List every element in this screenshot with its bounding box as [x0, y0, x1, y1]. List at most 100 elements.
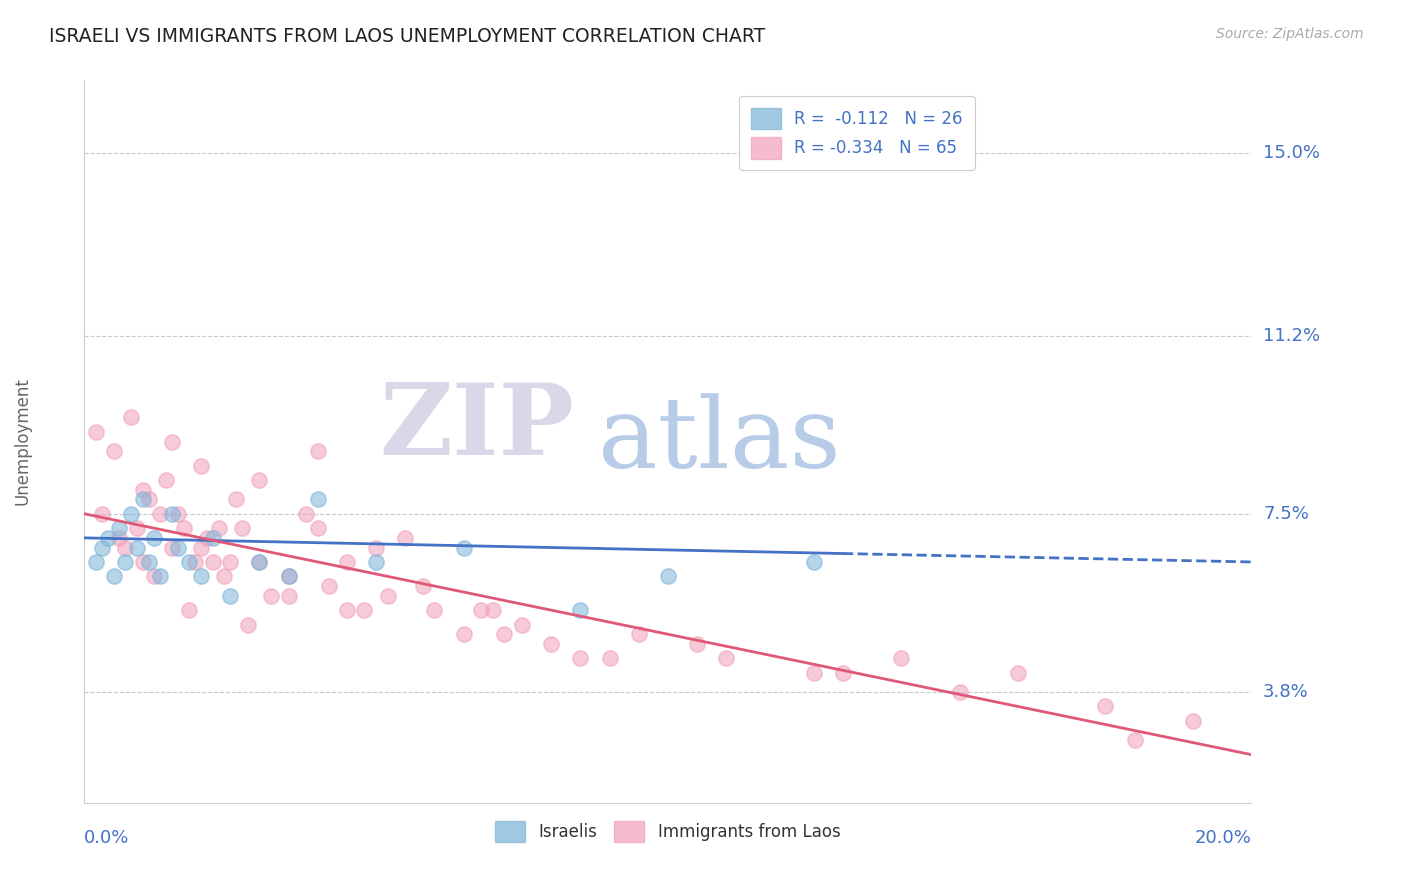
Point [138, 492, 160, 507]
Point [377, 589, 399, 603]
Point [114, 555, 136, 569]
Point [540, 637, 562, 651]
Point [366, 541, 388, 555]
Text: ZIP: ZIP [380, 378, 575, 475]
Point [132, 483, 155, 497]
Point [190, 458, 212, 473]
Point [569, 651, 592, 665]
Point [201, 555, 224, 569]
Point [277, 589, 299, 603]
Point [149, 569, 172, 583]
Point [803, 555, 825, 569]
Point [184, 555, 207, 569]
Point [173, 521, 195, 535]
Point [195, 531, 218, 545]
Text: Source: ZipAtlas.com: Source: ZipAtlas.com [1216, 27, 1364, 41]
Point [260, 589, 283, 603]
Point [803, 665, 825, 680]
Point [84, 555, 107, 569]
Point [412, 579, 434, 593]
Point [132, 492, 155, 507]
Point [482, 603, 505, 617]
Point [890, 651, 912, 665]
Point [84, 425, 107, 439]
Point [231, 521, 253, 535]
Point [207, 521, 229, 535]
Point [470, 603, 492, 617]
Point [219, 555, 242, 569]
Text: 0.0%: 0.0% [84, 830, 129, 847]
Point [1094, 699, 1116, 714]
Point [236, 617, 259, 632]
Point [90, 541, 112, 555]
Point [510, 617, 533, 632]
Point [138, 555, 160, 569]
Point [1123, 733, 1146, 747]
Point [307, 444, 329, 458]
Point [353, 603, 375, 617]
Point [143, 569, 166, 583]
Point [103, 444, 125, 458]
Point [125, 541, 148, 555]
Point [179, 603, 201, 617]
Point [657, 569, 679, 583]
Text: 11.2%: 11.2% [1263, 326, 1320, 344]
Point [160, 541, 183, 555]
Point [336, 555, 359, 569]
Point [277, 569, 299, 583]
Point [1182, 714, 1205, 728]
Text: 15.0%: 15.0% [1263, 144, 1320, 161]
Point [1007, 665, 1029, 680]
Point [179, 555, 201, 569]
Point [108, 531, 131, 545]
Point [190, 569, 212, 583]
Point [494, 627, 516, 641]
Point [686, 637, 709, 651]
Text: atlas: atlas [598, 393, 841, 490]
Point [394, 531, 416, 545]
Text: 3.8%: 3.8% [1263, 683, 1309, 701]
Point [295, 507, 318, 521]
Point [120, 507, 142, 521]
Point [201, 531, 224, 545]
Point [423, 603, 446, 617]
Point [125, 521, 148, 535]
Point [949, 685, 972, 699]
Point [114, 541, 136, 555]
Point [160, 434, 183, 449]
Point [155, 473, 177, 487]
Point [366, 555, 388, 569]
Point [190, 541, 212, 555]
Legend: Israelis, Immigrants from Laos: Israelis, Immigrants from Laos [489, 814, 846, 848]
Point [249, 555, 271, 569]
Text: 20.0%: 20.0% [1195, 830, 1251, 847]
Point [132, 555, 155, 569]
Text: ISRAELI VS IMMIGRANTS FROM LAOS UNEMPLOYMENT CORRELATION CHART: ISRAELI VS IMMIGRANTS FROM LAOS UNEMPLOY… [49, 27, 765, 45]
Point [108, 521, 131, 535]
Point [569, 603, 592, 617]
Point [143, 531, 166, 545]
Point [160, 507, 183, 521]
Point [832, 665, 855, 680]
Point [716, 651, 738, 665]
Point [336, 603, 359, 617]
Point [214, 569, 236, 583]
Point [225, 492, 247, 507]
Point [249, 555, 271, 569]
Point [627, 627, 650, 641]
Point [103, 569, 125, 583]
Point [166, 507, 188, 521]
Point [149, 507, 172, 521]
Point [90, 507, 112, 521]
Point [97, 531, 120, 545]
Point [453, 627, 475, 641]
Point [599, 651, 621, 665]
Text: Unemployment: Unemployment [14, 377, 32, 506]
Point [120, 410, 142, 425]
Point [166, 541, 188, 555]
Point [277, 569, 299, 583]
Text: 7.5%: 7.5% [1263, 505, 1309, 523]
Point [453, 541, 475, 555]
Point [307, 492, 329, 507]
Point [219, 589, 242, 603]
